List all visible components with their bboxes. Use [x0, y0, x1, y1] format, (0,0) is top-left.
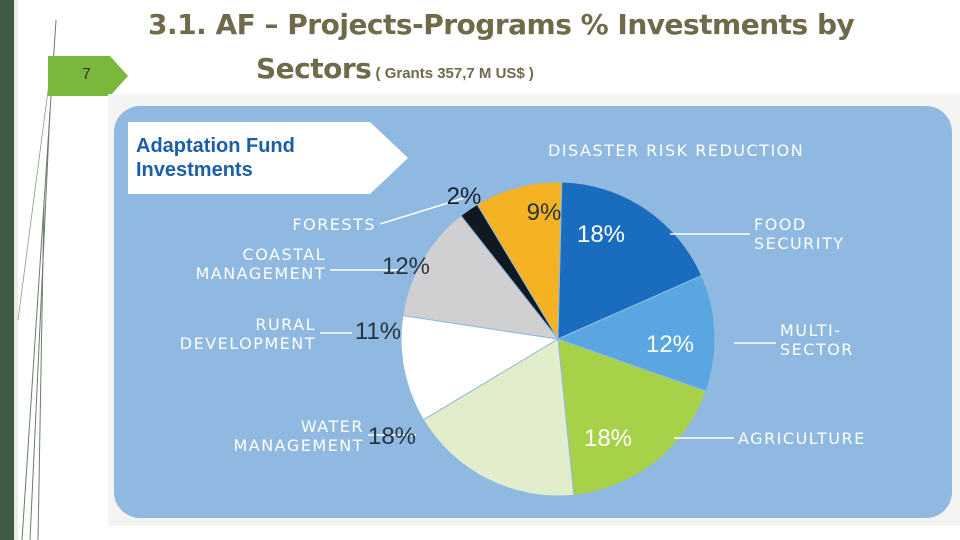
pie-slice-water-management [422, 338, 575, 497]
category-label-disaster-risk-reduction: DISASTER RISK REDUCTION [548, 141, 804, 160]
slide-left-stripe [0, 0, 14, 540]
percent-label-rural-development: 11% [355, 318, 401, 345]
chart-title-line2: Investments [136, 159, 253, 181]
slide-decoration-lines [17, 19, 57, 540]
pie-slice-food-security [557, 181, 703, 340]
slide-title-sectors: Sectors [256, 52, 372, 85]
chart-title-line1: Adaptation Fund [136, 135, 295, 157]
percent-label-forests: 2% [447, 183, 482, 210]
pie-slices [400, 181, 716, 497]
percent-label-food-security: 18% [577, 221, 625, 248]
pie-slice-agriculture [557, 338, 707, 496]
leader-line-forests [379, 197, 465, 225]
category-label-rural-development: RURAL DEVELOPMENT [180, 315, 316, 353]
slide-title-line2: Sectors ( Grants 357,7 M US$ ) [256, 52, 534, 85]
percent-label-disaster-risk-reduction: 9% [527, 199, 562, 226]
percent-label-water-management: 18% [368, 423, 416, 450]
slide-title: 3.1. AF – Projects-Programs % Investment… [148, 8, 855, 41]
label-leader-lines [320, 197, 776, 439]
percent-label-multi-sector: 12% [646, 331, 694, 358]
page-number-tab [48, 56, 128, 96]
category-label-coastal-management: COASTAL MANAGEMENT [195, 245, 326, 283]
pie-slice-rural-development [400, 314, 560, 421]
slice-category-labels: DISASTER RISK REDUCTION FOOD SECURITY MULTI… [180, 141, 866, 455]
category-label-water-management: WATER MANAGEMENT [233, 417, 364, 455]
category-label-forests: FORESTS [292, 215, 376, 234]
slide-left-accent [14, 0, 18, 540]
category-label-agriculture: AGRICULTURE [738, 429, 866, 448]
percent-label-coastal-management: 12% [382, 253, 430, 280]
pie-slice-coastal-management [402, 214, 560, 340]
pie-slice-forests [460, 203, 559, 340]
chart-title-banner [128, 122, 408, 194]
pie-slice-multi-sector [556, 274, 716, 392]
investment-pie-chart: Adaptation Fund Investments 9% 18% 12% 18% 1… [108, 94, 960, 526]
pie-slice-disaster-risk-reduction [476, 181, 563, 341]
category-label-food-security: FOOD SECURITY [754, 215, 845, 253]
page-number: 7 [82, 66, 91, 83]
slice-percent-labels: 9% 18% 12% 18% 18% 11% 12% 2% [355, 183, 694, 452]
percent-label-agriculture: 18% [584, 425, 632, 452]
category-label-multi-sector: MULTI-SECTOR [780, 321, 854, 359]
slide-title-subtitle: ( Grants 357,7 M US$ ) [371, 65, 534, 82]
